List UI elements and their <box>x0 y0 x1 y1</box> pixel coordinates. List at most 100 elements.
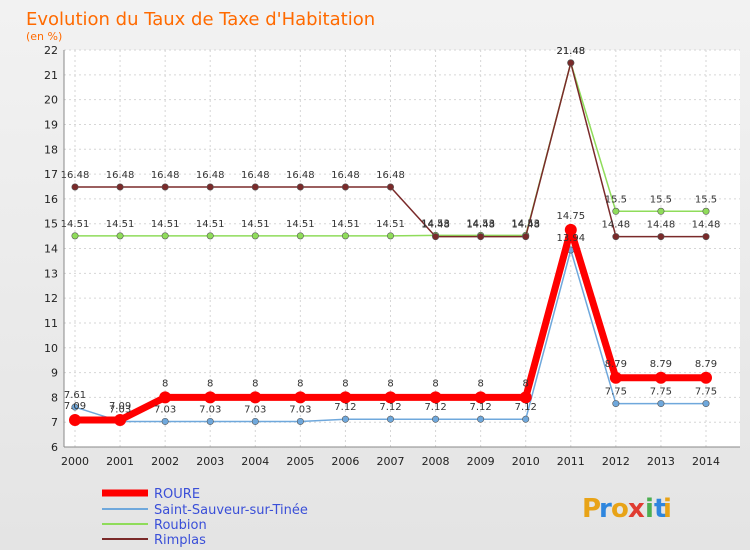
logo-letter: i <box>663 494 672 524</box>
data-point <box>339 391 352 404</box>
y-tick-label: 12 <box>44 292 58 305</box>
y-tick-label: 10 <box>44 342 58 355</box>
logo-letter: x <box>628 494 645 524</box>
series-rimplas <box>71 59 710 241</box>
data-label: 14.48 <box>602 220 631 231</box>
x-tick-label: 2008 <box>422 455 450 468</box>
data-point <box>341 415 349 423</box>
data-point <box>251 232 259 240</box>
logo-letter: r <box>599 494 612 524</box>
x-tick-label: 2012 <box>602 455 630 468</box>
series-saint-sauveur-sur-tin-e <box>71 246 710 425</box>
data-point <box>71 183 79 191</box>
data-label: 8 <box>252 378 258 389</box>
y-tick-label: 13 <box>44 267 58 280</box>
x-tick-label: 2001 <box>106 455 134 468</box>
data-point <box>654 371 667 384</box>
data-label: 7.12 <box>334 402 356 413</box>
x-tick-label: 2011 <box>557 455 585 468</box>
x-tick-label: 2006 <box>331 455 359 468</box>
y-tick-label: 9 <box>51 367 58 380</box>
x-tick-label: 2010 <box>512 455 540 468</box>
data-label: 7.09 <box>64 401 86 412</box>
data-label: 14.51 <box>331 219 360 230</box>
data-label: 14.48 <box>466 220 495 231</box>
data-label: 7.75 <box>605 387 627 398</box>
data-point <box>432 415 440 423</box>
data-point <box>294 391 307 404</box>
legend: ROURESaint-Sauveur-sur-TinéeRoubionRimpl… <box>102 487 308 548</box>
series-layer <box>69 59 712 426</box>
x-tick-label: 2003 <box>196 455 224 468</box>
data-label: 14.51 <box>61 219 90 230</box>
data-label: 8.79 <box>605 359 627 370</box>
data-label: 8 <box>207 378 213 389</box>
data-label: 7.03 <box>244 404 266 415</box>
data-label: 14.48 <box>692 220 721 231</box>
data-point <box>386 183 394 191</box>
data-point <box>612 233 620 241</box>
y-tick-label: 20 <box>44 94 58 107</box>
data-point <box>384 391 397 404</box>
data-label: 8.79 <box>695 359 717 370</box>
y-tick-label: 14 <box>44 243 58 256</box>
logo-letter: P <box>582 494 601 524</box>
y-tick-label: 22 <box>44 44 58 57</box>
series-roure <box>69 223 712 426</box>
data-label: 8 <box>342 378 348 389</box>
data-point <box>251 417 259 425</box>
data-point <box>161 183 169 191</box>
data-label: 16.48 <box>376 170 405 181</box>
data-label: 14.51 <box>241 219 270 230</box>
data-label: 13.94 <box>556 233 585 244</box>
data-point <box>204 391 217 404</box>
y-tick-label: 7 <box>51 416 58 429</box>
data-point <box>206 232 214 240</box>
data-point <box>296 232 304 240</box>
chart-subtitle: (en %) <box>26 30 62 43</box>
data-label: 8 <box>387 378 393 389</box>
data-point <box>612 207 620 215</box>
data-point <box>429 391 442 404</box>
x-tick-label: 2013 <box>647 455 675 468</box>
data-point <box>567 59 575 67</box>
data-label: 7.12 <box>424 402 446 413</box>
data-label: 14.48 <box>511 220 540 231</box>
data-label: 7.03 <box>109 404 131 415</box>
data-label: 16.48 <box>331 170 360 181</box>
data-point <box>251 183 259 191</box>
data-label: 21.48 <box>556 46 585 57</box>
data-point <box>519 391 532 404</box>
data-label: 7.75 <box>695 387 717 398</box>
data-point <box>249 391 262 404</box>
data-label: 7.12 <box>515 402 537 413</box>
y-tick-label: 15 <box>44 218 58 231</box>
data-point <box>159 391 172 404</box>
data-point <box>206 183 214 191</box>
y-tick-label: 8 <box>51 391 58 404</box>
data-point <box>386 415 394 423</box>
data-label: 16.48 <box>151 170 180 181</box>
data-label: 15.5 <box>605 194 627 205</box>
data-point <box>296 183 304 191</box>
data-label: 21.48 <box>556 46 585 57</box>
data-label: 14.51 <box>376 219 405 230</box>
data-label: 14.51 <box>286 219 315 230</box>
data-point <box>612 400 620 408</box>
data-label: 8 <box>162 378 168 389</box>
y-tick-label: 17 <box>44 168 58 181</box>
y-tick-label: 19 <box>44 118 58 131</box>
data-label: 8 <box>297 378 303 389</box>
logo-letter: o <box>611 494 629 524</box>
data-label: 14.51 <box>151 219 180 230</box>
data-point <box>341 232 349 240</box>
y-tick-label: 6 <box>51 441 58 454</box>
x-tick-label: 2007 <box>377 455 405 468</box>
data-point <box>474 391 487 404</box>
data-label: 14.53 <box>511 218 540 229</box>
data-point <box>477 233 485 241</box>
data-label: 7.12 <box>470 402 492 413</box>
x-tick-label: 2000 <box>61 455 89 468</box>
data-point <box>114 413 127 426</box>
